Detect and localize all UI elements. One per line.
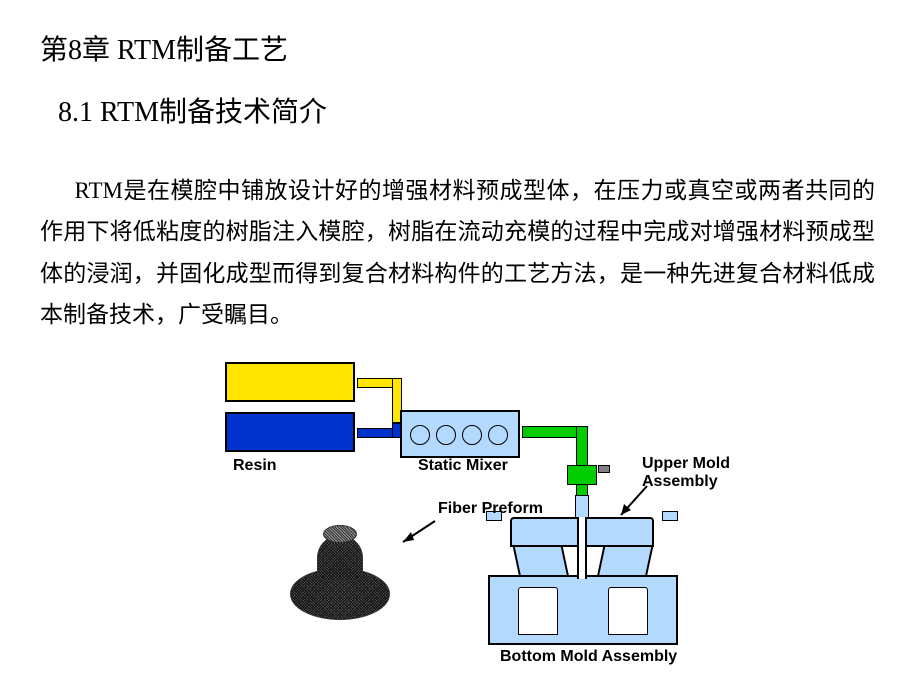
mixer-element xyxy=(462,425,482,445)
mixer-element xyxy=(488,425,508,445)
upper-mold-left xyxy=(510,517,580,547)
preform-label: Fiber Preform xyxy=(438,500,543,518)
preform-neck xyxy=(323,525,357,543)
mixer-element xyxy=(410,425,430,445)
upper-mold-label: Upper Mold Assembly xyxy=(642,455,730,490)
valve-handle xyxy=(598,465,610,473)
mold-wall-right xyxy=(597,547,653,577)
valve xyxy=(567,465,597,485)
mold-flange xyxy=(662,511,678,521)
pipe-green-vertical xyxy=(576,426,588,496)
fiber-preform xyxy=(285,513,395,623)
resin-tank-a xyxy=(225,362,355,402)
mixer-element xyxy=(436,425,456,445)
mold-wall-left xyxy=(513,547,569,577)
mold-cavity xyxy=(608,587,648,635)
body-content: RTM是在模腔中铺放设计好的增强材料预成型体，在压力或真空或两者共同的作用下将低… xyxy=(40,178,875,327)
resin-label: Resin xyxy=(233,457,277,475)
preform-arrow-icon xyxy=(395,518,437,548)
bottom-mold-label: Bottom Mold Assembly xyxy=(500,648,677,666)
mold-injection-channel xyxy=(577,517,587,579)
bottom-mold-assembly xyxy=(488,575,678,645)
rtm-process-diagram: Resin Static Mixer Upper Mold Assembly F… xyxy=(200,355,820,665)
resin-tank-b xyxy=(225,412,355,452)
mixer-label: Static Mixer xyxy=(418,457,508,475)
section-title: 8.1 RTM制备技术简介 xyxy=(58,90,327,130)
static-mixer xyxy=(400,410,520,458)
mold-cavity xyxy=(518,587,558,635)
mold-inlet-stem xyxy=(575,495,589,519)
chapter-title: 第8章 RTM制备工艺 xyxy=(40,28,288,68)
body-paragraph: RTM是在模腔中铺放设计好的增强材料预成型体，在压力或真空或两者共同的作用下将低… xyxy=(40,170,875,336)
